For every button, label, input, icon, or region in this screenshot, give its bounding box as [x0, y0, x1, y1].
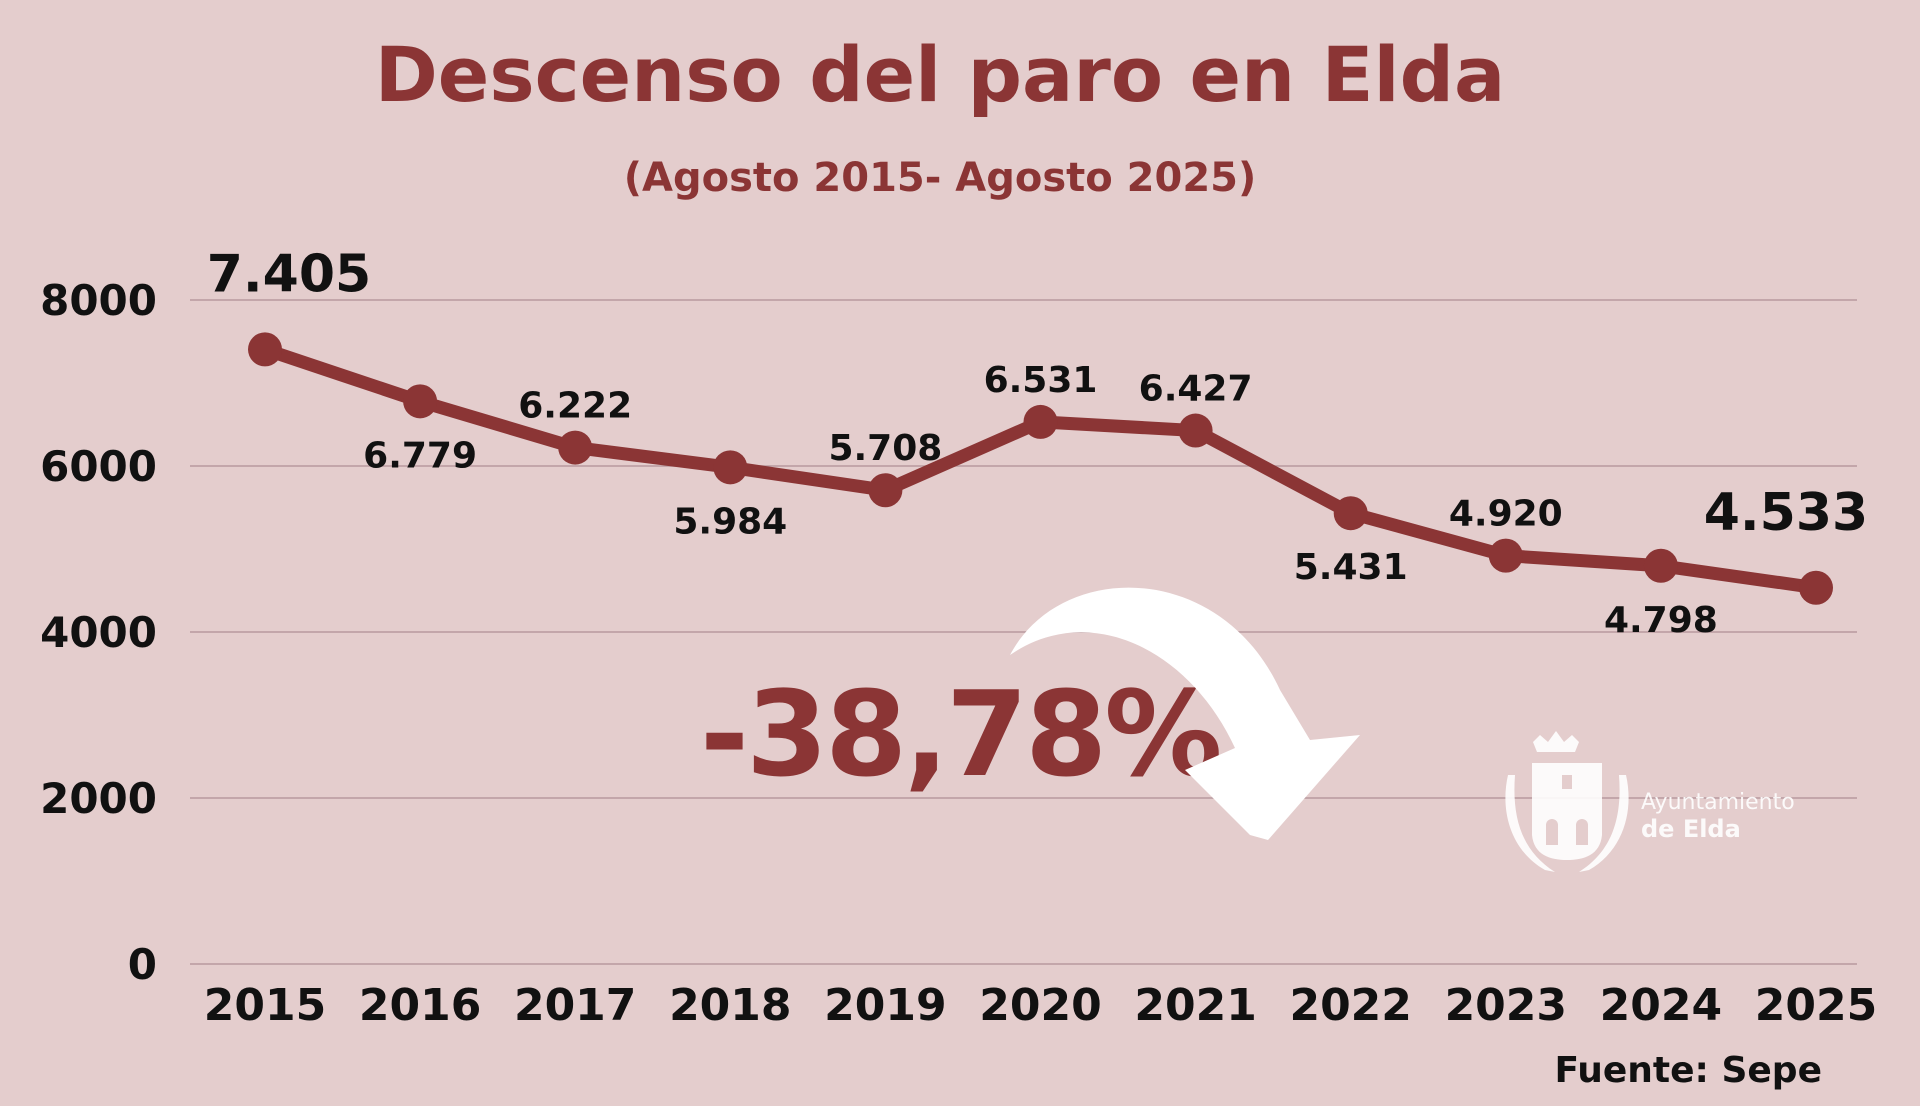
- data-point: [403, 384, 438, 419]
- y-tick-label: 0: [128, 940, 157, 989]
- data-point: [1643, 548, 1678, 583]
- data-label: 5.431: [1294, 547, 1408, 588]
- x-tick-label: 2025: [1755, 980, 1877, 1031]
- x-tick-label: 2016: [359, 980, 481, 1031]
- chart-subtitle: (Agosto 2015- Agosto 2025): [623, 155, 1257, 201]
- data-label: 6.779: [363, 435, 477, 476]
- data-label: 6.531: [984, 360, 1098, 401]
- x-tick-label: 2023: [1445, 980, 1567, 1031]
- data-point: [1488, 538, 1523, 573]
- y-tick-label: 6000: [40, 442, 157, 491]
- y-tick-label: 4000: [40, 608, 157, 657]
- data-point: [1023, 404, 1058, 439]
- data-label: 4.920: [1449, 494, 1563, 535]
- data-point: [1333, 496, 1368, 531]
- chart-title: Descenso del paro en Elda: [374, 30, 1506, 119]
- data-label: 5.984: [673, 501, 787, 542]
- data-label: 7.405: [207, 244, 371, 304]
- percentage-annotation: -38,78%: [700, 665, 1222, 803]
- data-label: 6.427: [1139, 369, 1253, 410]
- x-tick-label: 2018: [669, 980, 791, 1031]
- source-note: Fuente: Sepe: [1554, 1050, 1822, 1091]
- data-label: 4.798: [1604, 600, 1718, 641]
- data-point: [1799, 570, 1833, 605]
- data-point: [868, 473, 903, 508]
- y-tick-label: 2000: [40, 774, 157, 823]
- y-tick-label: 8000: [40, 276, 157, 325]
- x-tick-label: 2020: [979, 980, 1101, 1031]
- x-tick-label: 2024: [1600, 980, 1722, 1031]
- data-label: 5.708: [828, 428, 942, 469]
- logo-line2: de Elda: [1641, 815, 1741, 843]
- x-tick-label: 2021: [1134, 980, 1256, 1031]
- data-point: [558, 430, 593, 465]
- x-tick-label: 2019: [824, 980, 946, 1031]
- logo-line1: Ayuntamiento: [1641, 790, 1795, 815]
- data-point: [1178, 413, 1213, 448]
- data-label: 4.533: [1704, 483, 1868, 543]
- data-label: 6.222: [518, 386, 632, 427]
- x-tick-label: 2015: [204, 980, 326, 1031]
- x-tick-label: 2017: [514, 980, 636, 1031]
- data-point: [248, 332, 282, 367]
- x-tick-label: 2022: [1289, 980, 1411, 1031]
- data-point: [713, 450, 748, 485]
